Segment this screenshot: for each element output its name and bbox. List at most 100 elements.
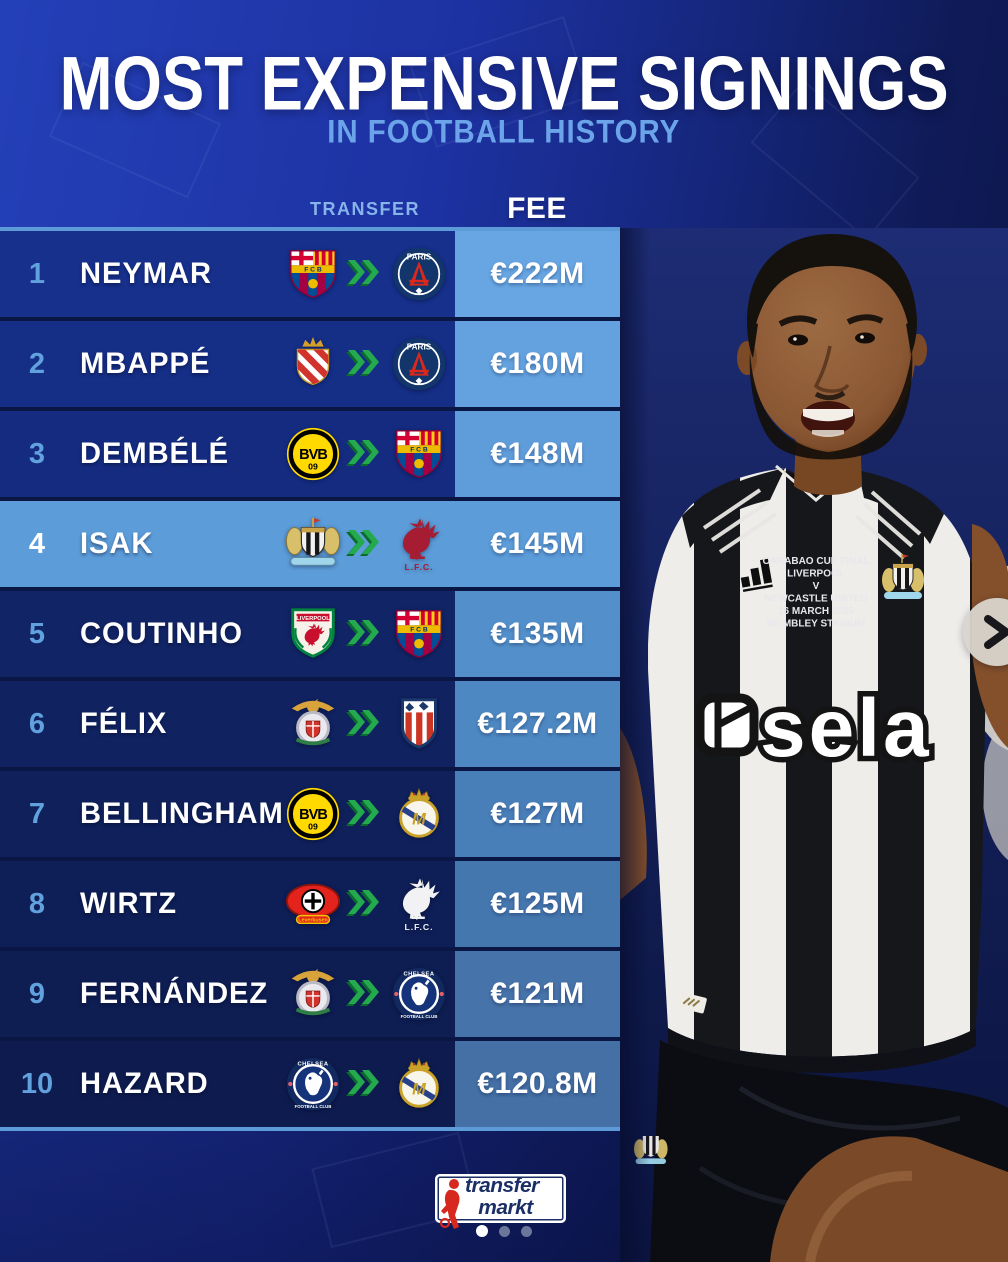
fee-cell: €148M [455,411,620,497]
transfer-arrow-icon [344,349,380,379]
fee-cell: €145M [455,501,620,587]
carousel-dot-3[interactable] [521,1225,532,1237]
svg-text:BVB: BVB [299,807,327,823]
fee-cell: €127M [455,771,620,857]
player-face [748,246,916,450]
transfer-arrow-icon [344,709,380,739]
table-row-fernández: 9 FERNÁNDEZ CHELSEA FOOTBALL CLUB €121M [0,951,620,1037]
club-badge-paris-saint-germain: PARIS [390,245,448,303]
jersey [647,468,987,1057]
svg-text:PARIS: PARIS [407,343,432,352]
shirt-sponsor-sela: sela [695,678,934,780]
svg-text:V: V [813,581,820,592]
table-row-wirtz: 8 WIRTZ Leverkusen L.F.C. €125M [0,861,620,947]
fee-value: €127.2M [477,707,598,740]
table-row-coutinho: 5 COUTINHO LIVERPOOL F C B €135 [0,591,620,677]
column-header-transfer: TRANSFER [310,198,420,219]
player-name: COUTINHO [80,617,243,650]
rank-number: 2 [28,347,46,380]
club-badge-newcastle-united [284,515,342,573]
transfer-arrow-icon [344,799,380,829]
svg-text:CARABAO CUP FINAL: CARABAO CUP FINAL [762,556,869,567]
rank-number: 8 [28,887,46,920]
svg-text:LIVERPOOL: LIVERPOOL [787,569,845,580]
svg-text:16 MARCH 2025: 16 MARCH 2025 [778,606,855,617]
club-badge-as-monaco [284,335,342,393]
club-badge-real-madrid: M [390,1055,448,1113]
transfer-arrow-icon [344,619,380,649]
svg-text:L.F.C.: L.F.C. [405,922,434,932]
club-badge-paris-saint-germain: PARIS [390,335,448,393]
fee-value: €222M [490,257,585,290]
club-badge-fc-barcelona: F C B [284,245,342,303]
fee-cell: €121M [455,951,620,1037]
club-badge-bayer-leverkusen: Leverkusen [284,875,342,933]
fee-value: €148M [490,437,585,470]
svg-text:F C B: F C B [304,267,322,274]
table-row-hazard: 10 HAZARD CHELSEA FOOTBALL CLUB M €120.8… [0,1041,620,1127]
adidas-logo [740,558,773,593]
fee-value: €180M [490,347,585,380]
transfermarkt-player-icon [439,1179,460,1229]
svg-text:Leverkusen: Leverkusen [298,917,327,923]
table-row-neymar: 1 NEYMAR F C B PARIS €222M [0,231,620,317]
club-badge-chelsea: CHELSEA FOOTBALL CLUB [390,965,448,1023]
club-badge-benfica [284,695,342,753]
rank-number: 3 [28,437,46,470]
svg-text:M: M [412,1081,426,1099]
svg-text:M: M [412,811,426,829]
carousel-dot-2[interactable] [499,1225,510,1237]
player-name: DEMBÉLÉ [80,437,230,470]
fee-value: €125M [490,887,585,920]
transfermarkt-logo-line1: transfer [465,1174,539,1197]
transfermarkt-logo: transfer markt [435,1174,566,1229]
table-row-mbappé: 2 MBAPPÉ PARIS €180M [0,321,620,407]
svg-text:09: 09 [308,821,318,831]
rank-number: 6 [28,707,46,740]
fee-cell: €125M [455,861,620,947]
transfermarkt-logo-line2: markt [478,1196,533,1219]
player-name: FERNÁNDEZ [80,977,269,1010]
rank-number: 1 [28,257,46,290]
club-badge-borussia-dortmund: BVB 09 [284,425,342,483]
page-subtitle: IN FOOTBALL HISTORY [327,113,681,150]
svg-text:NEWCASTLE UNITED: NEWCASTLE UNITED [764,594,867,605]
player-name: NEYMAR [80,257,212,290]
svg-text:CHELSEA: CHELSEA [403,972,434,978]
fee-cell: €222M [455,231,620,317]
svg-text:FOOTBALL CLUB: FOOTBALL CLUB [295,1104,332,1109]
club-badge-real-madrid: M [390,785,448,843]
player-name: BELLINGHAM [80,797,284,830]
svg-text:LIVERPOOL: LIVERPOOL [296,616,330,622]
fee-value: €135M [490,617,585,650]
fee-value: €120.8M [477,1067,598,1100]
club-badge-fc-barcelona: F C B [390,605,448,663]
transfer-arrow-icon [344,889,380,919]
next-icon [984,615,1008,649]
svg-text:PARIS: PARIS [407,253,432,262]
svg-text:sela: sela [760,683,932,774]
club-badge-liverpool-crest: LIVERPOOL [284,605,342,663]
fee-cell: €135M [455,591,620,677]
player-name: ISAK [80,527,154,560]
club-badge-liverpool-bird-white: L.F.C. [390,875,448,933]
club-badge-borussia-dortmund: BVB 09 [284,785,342,843]
rank-number: 7 [28,797,46,830]
club-badge-atletico-madrid [390,695,448,753]
player-name: WIRTZ [80,887,177,920]
club-badge-liverpool-bird-red: L.F.C. [390,515,448,573]
svg-text:WEMBLEY STADIUM: WEMBLEY STADIUM [767,619,866,630]
table-row-isak: 4 ISAK L.F.C. €145M [0,501,620,587]
column-header-fee: FEE [507,192,567,225]
fee-value: €121M [490,977,585,1010]
transfer-arrow-icon [344,529,380,559]
carousel-dot-1[interactable] [476,1225,488,1237]
table-row-bellingham: 7 BELLINGHAM BVB 09 M €127M [0,771,620,857]
table-row-félix: 6 FÉLIX €127.2M [0,681,620,767]
page-title: MOST EXPENSIVE SIGNINGS [59,41,949,126]
newcastle-crest-chest [882,554,924,599]
rank-number: 10 [20,1067,54,1100]
fee-value: €145M [490,527,585,560]
fee-cell: €180M [455,321,620,407]
